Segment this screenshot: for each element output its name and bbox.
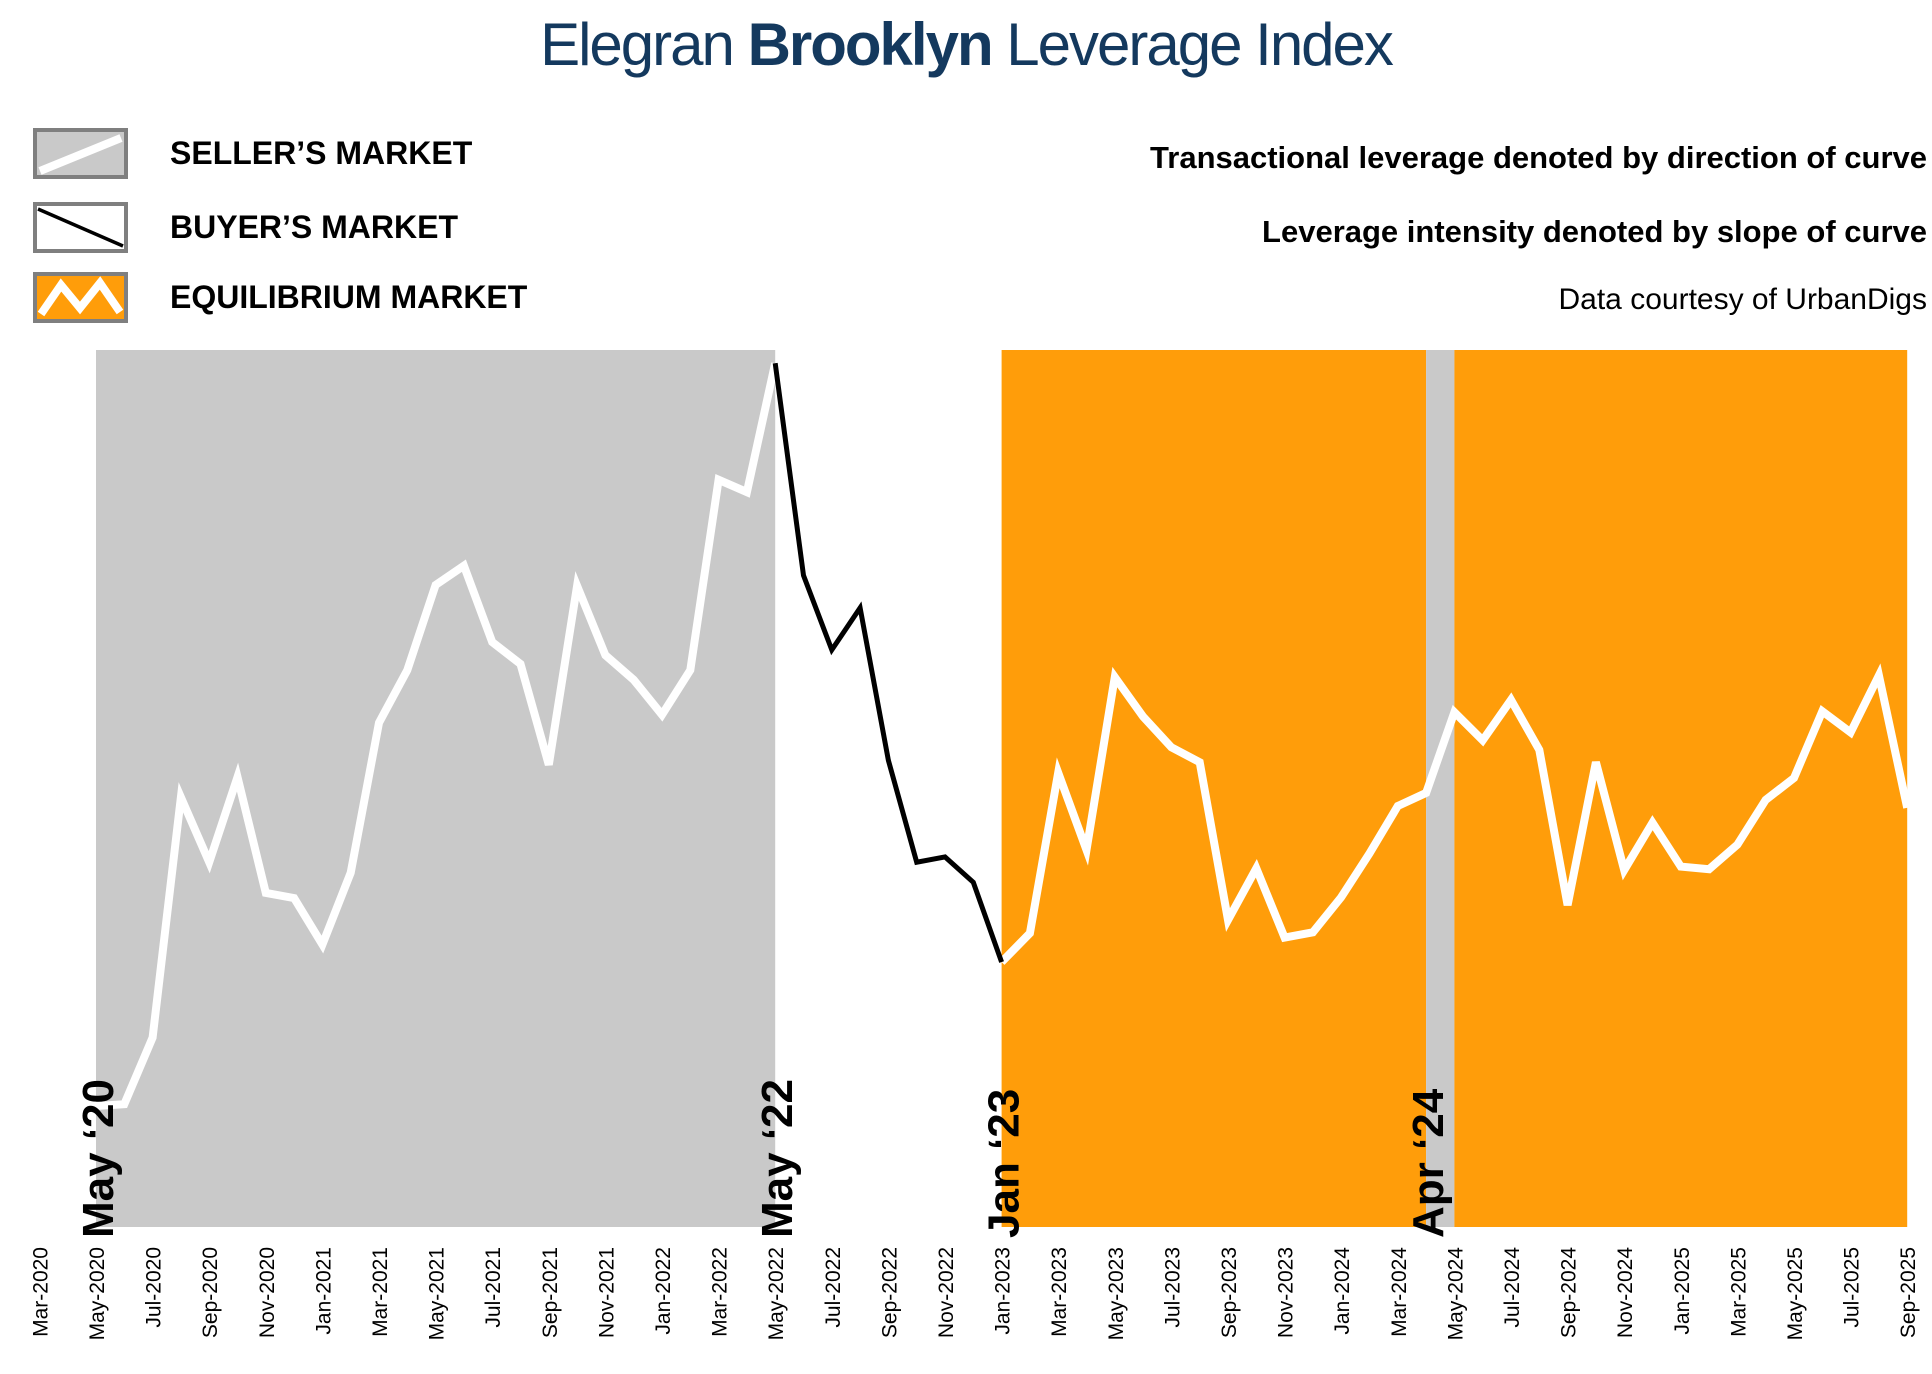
index-line-right-white xyxy=(998,663,1912,965)
buyer-swatch-icon xyxy=(33,202,128,253)
note-leverage-intensity: Leverage intensity denoted by slope of c… xyxy=(1262,214,1927,249)
x-tick-label-may-2024: May-2024 xyxy=(1444,1247,1467,1341)
title-bold: Brooklyn xyxy=(747,11,994,78)
legend-item-equilibrium: EQUILIBRIUM MARKET xyxy=(33,272,527,323)
legend-label-equilibrium: EQUILIBRIUM MARKET xyxy=(170,279,528,315)
x-tick-label-jul-2025: Jul-2025 xyxy=(1841,1247,1864,1328)
note-data-credit: Data courtesy of UrbanDigs xyxy=(1558,283,1928,316)
index-line-buyer-black xyxy=(772,362,1004,963)
x-tick-label-jan-2025: Jan-2025 xyxy=(1671,1247,1694,1335)
x-tick-label-sep-2025: Sep-2025 xyxy=(1897,1247,1920,1338)
seller-swatch-icon xyxy=(33,128,128,179)
x-tick-label-mar-2022: Mar-2022 xyxy=(709,1247,732,1337)
era-label-jan-2023: Jan ‘23 xyxy=(980,1089,1029,1238)
title-prefix: Elegran xyxy=(540,11,748,78)
x-tick-label-mar-2023: Mar-2023 xyxy=(1048,1247,1071,1337)
x-tick-label-jul-2023: Jul-2023 xyxy=(1161,1247,1184,1328)
x-tick-label-may-2025: May-2025 xyxy=(1784,1247,1807,1340)
equilibrium-market-region-4 xyxy=(1454,350,1908,1227)
x-tick-label-may-2023: May-2023 xyxy=(1105,1247,1128,1340)
x-tick-label-jul-2020: Jul-2020 xyxy=(143,1247,166,1328)
title-suffix: Leverage Index xyxy=(991,11,1394,78)
x-tick-label-nov-2023: Nov-2023 xyxy=(1275,1247,1298,1338)
x-tick-label-jan-2021: Jan-2021 xyxy=(312,1247,335,1335)
equilibrium-market-region-2 xyxy=(1001,350,1427,1227)
index-line-left-white xyxy=(95,362,780,1110)
x-tick-label-may-2022: May-2022 xyxy=(765,1247,788,1340)
seller-market-region-1 xyxy=(96,350,776,1227)
x-tick-label-mar-2021: Mar-2021 xyxy=(369,1247,392,1337)
x-tick-label-mar-2024: Mar-2024 xyxy=(1388,1247,1411,1337)
x-tick-label-nov-2024: Nov-2024 xyxy=(1614,1247,1637,1338)
x-tick-label-nov-2021: Nov-2021 xyxy=(595,1247,618,1338)
legend-item-seller: SELLER’S MARKET xyxy=(33,128,472,179)
x-tick-label-sep-2024: Sep-2024 xyxy=(1558,1247,1581,1338)
x-tick-label-jul-2022: Jul-2022 xyxy=(822,1247,845,1328)
x-tick-label-jul-2024: Jul-2024 xyxy=(1501,1247,1524,1328)
x-tick-label-sep-2020: Sep-2020 xyxy=(199,1247,222,1338)
x-tick-label-nov-2020: Nov-2020 xyxy=(256,1247,279,1338)
x-tick-label-jan-2024: Jan-2024 xyxy=(1331,1247,1354,1335)
x-tick-label-may-2021: May-2021 xyxy=(426,1247,449,1340)
legend-label-seller: SELLER’S MARKET xyxy=(170,135,473,171)
x-tick-label-may-2020: May-2020 xyxy=(86,1247,109,1340)
note-transactional-leverage: Transactional leverage denoted by direct… xyxy=(1150,140,1927,175)
legend-item-buyer: BUYER’S MARKET xyxy=(33,202,458,253)
x-tick-label-mar-2025: Mar-2025 xyxy=(1727,1247,1750,1337)
legend-label-buyer: BUYER’S MARKET xyxy=(170,209,459,245)
era-label-apr-2024: Apr ‘24 xyxy=(1404,1088,1453,1238)
era-label-may-2020: May ‘20 xyxy=(74,1079,123,1238)
page-title: Elegran Brooklyn Leverage Index xyxy=(0,10,1932,79)
x-tick-label-sep-2023: Sep-2023 xyxy=(1218,1247,1241,1338)
x-tick-label-mar-2020: Mar-2020 xyxy=(29,1247,52,1337)
x-tick-label-jul-2021: Jul-2021 xyxy=(482,1247,505,1328)
x-tick-label-sep-2021: Sep-2021 xyxy=(539,1247,562,1338)
x-tick-label-nov-2022: Nov-2022 xyxy=(935,1247,958,1338)
x-tick-label-sep-2022: Sep-2022 xyxy=(878,1247,901,1338)
x-tick-label-jan-2023: Jan-2023 xyxy=(992,1247,1015,1335)
era-label-may-2022: May ‘22 xyxy=(753,1079,802,1238)
equilibrium-swatch-icon xyxy=(33,272,128,323)
x-tick-label-jan-2022: Jan-2022 xyxy=(652,1247,675,1335)
